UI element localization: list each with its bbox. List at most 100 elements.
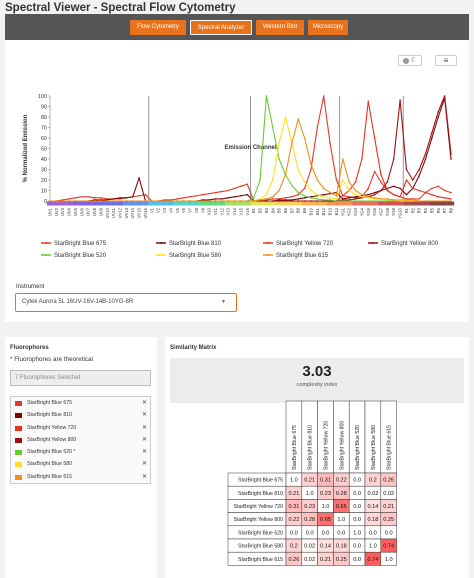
matrix-value: 0.65: [320, 517, 331, 523]
matrix-value: 0.21: [320, 557, 331, 563]
series-point: [278, 200, 280, 202]
fluorophore-item: StarBright Blue 615 ✕: [11, 471, 150, 483]
matrix-value: 0.0: [353, 504, 361, 510]
x-tick-label: V1: [149, 207, 154, 213]
series-point: [335, 200, 338, 202]
channel-color-cell: [65, 201, 73, 206]
x-tick-label: V6: [181, 207, 186, 213]
series-point: [201, 200, 204, 202]
series-point: [335, 194, 338, 197]
series-point: [361, 193, 363, 196]
series-point: [386, 189, 389, 192]
remove-icon[interactable]: ✕: [141, 436, 147, 443]
channel-color-cell: [237, 201, 245, 206]
remove-icon[interactable]: ✕: [141, 400, 147, 406]
series-point: [443, 189, 446, 192]
series-point: [431, 131, 433, 134]
matrix-value: 0.25: [383, 517, 394, 523]
fluorophore-name: StarBright Yellow 800: [27, 436, 77, 443]
x-tick-label: V7: [188, 207, 193, 213]
series-point: [144, 193, 147, 196]
theme-toggle[interactable]: ☾: [398, 55, 422, 66]
series-point: [195, 200, 198, 202]
matrix-value: 1.0: [322, 504, 330, 510]
x-tick-label: V3: [162, 207, 167, 213]
complexity-box: 3.03 complexity index: [170, 358, 464, 403]
x-tick-label: YG6: [372, 207, 377, 216]
tab-spectral-analyzer[interactable]: Spectral Analyzer: [190, 20, 252, 35]
channel-color-cell: [371, 201, 378, 206]
series-point: [303, 197, 306, 199]
channel-color-cell: [339, 201, 346, 206]
x-tick-label: V13: [226, 207, 231, 215]
series-point: [437, 110, 440, 113]
series-point: [284, 116, 287, 118]
series-point: [399, 187, 401, 190]
fluorophore-color-swatch: [15, 425, 22, 431]
fluorophore-item: StarBright Blue 580 ✕: [11, 458, 150, 470]
light-mode-icon: [403, 58, 409, 64]
series-point: [437, 200, 440, 202]
series-point: [265, 193, 268, 196]
matrix-cell: [380, 551, 397, 566]
instrument-select[interactable]: Cytek Aurora 5L 16UV-16V-14B-10YG-8R ▼: [15, 293, 237, 312]
series-point: [322, 187, 325, 190]
channel-color-cell: [333, 201, 340, 206]
tab-western-blot[interactable]: Western Blot: [256, 20, 304, 35]
series-point: [100, 200, 102, 202]
matrix-value: 0.74: [367, 557, 378, 563]
channel-color-cell: [53, 201, 60, 206]
channel-color-cell: [435, 201, 442, 206]
matrix-row-header: StarBright Blue 580: [238, 544, 283, 550]
remove-icon[interactable]: ✕: [141, 449, 147, 456]
series-point: [297, 200, 300, 202]
x-tick-label: B8: [296, 207, 301, 213]
series-point: [240, 194, 242, 197]
series-point: [112, 198, 115, 200]
matrix-value: 0.25: [336, 557, 347, 563]
channel-color-cell: [199, 201, 206, 206]
channel-color-cell: [384, 201, 391, 206]
matrix-value: 0.74: [383, 544, 394, 550]
tab-flow-cytometry[interactable]: Flow Cytometry: [130, 20, 186, 35]
remove-icon[interactable]: ✕: [141, 461, 147, 468]
x-tick-label: UV3: [60, 207, 65, 216]
matrix-value: 0.2: [369, 478, 377, 484]
series-point: [329, 191, 331, 194]
channel-color-cell: [307, 201, 315, 206]
series-point: [208, 192, 210, 195]
series-point: [418, 175, 420, 177]
remove-icon[interactable]: ✕: [141, 424, 147, 431]
menu-icon[interactable]: ≡: [435, 55, 457, 66]
series-point: [278, 189, 280, 192]
matrix-value: 0.21: [383, 504, 394, 510]
x-tick-label: UV14: [130, 207, 135, 218]
x-tick-label: YG10: [398, 207, 403, 218]
matrix-value: 0.22: [288, 517, 299, 523]
series-point: [405, 179, 408, 181]
remove-icon[interactable]: ✕: [141, 473, 147, 480]
fluorophore-select[interactable]: 7 Fluorophores Selected: [10, 370, 151, 386]
remove-icon[interactable]: ✕: [141, 412, 147, 419]
fluorophore-color-swatch: [15, 462, 22, 468]
channel-color-cell: [282, 201, 289, 206]
series-point: [373, 197, 376, 199]
x-tick-label: R4: [423, 207, 428, 213]
x-tick-label: B1: [251, 207, 256, 213]
channel-color-cell: [193, 201, 200, 206]
series-point: [291, 196, 293, 198]
series-point: [265, 200, 268, 202]
channel-color-cell: [46, 201, 54, 206]
channel-color-cell: [250, 201, 257, 206]
tab-microscopy[interactable]: Microscopy: [308, 20, 348, 35]
series-point: [443, 95, 446, 97]
series-point: [125, 197, 128, 199]
series-point: [380, 198, 382, 200]
series-point: [81, 196, 83, 198]
series-point: [246, 183, 249, 185]
x-tick-label: B6: [283, 207, 288, 213]
series-point: [373, 137, 376, 139]
series-point: [380, 200, 382, 202]
x-tick-label: B9: [302, 207, 307, 213]
x-tick-label: B2: [258, 207, 263, 213]
